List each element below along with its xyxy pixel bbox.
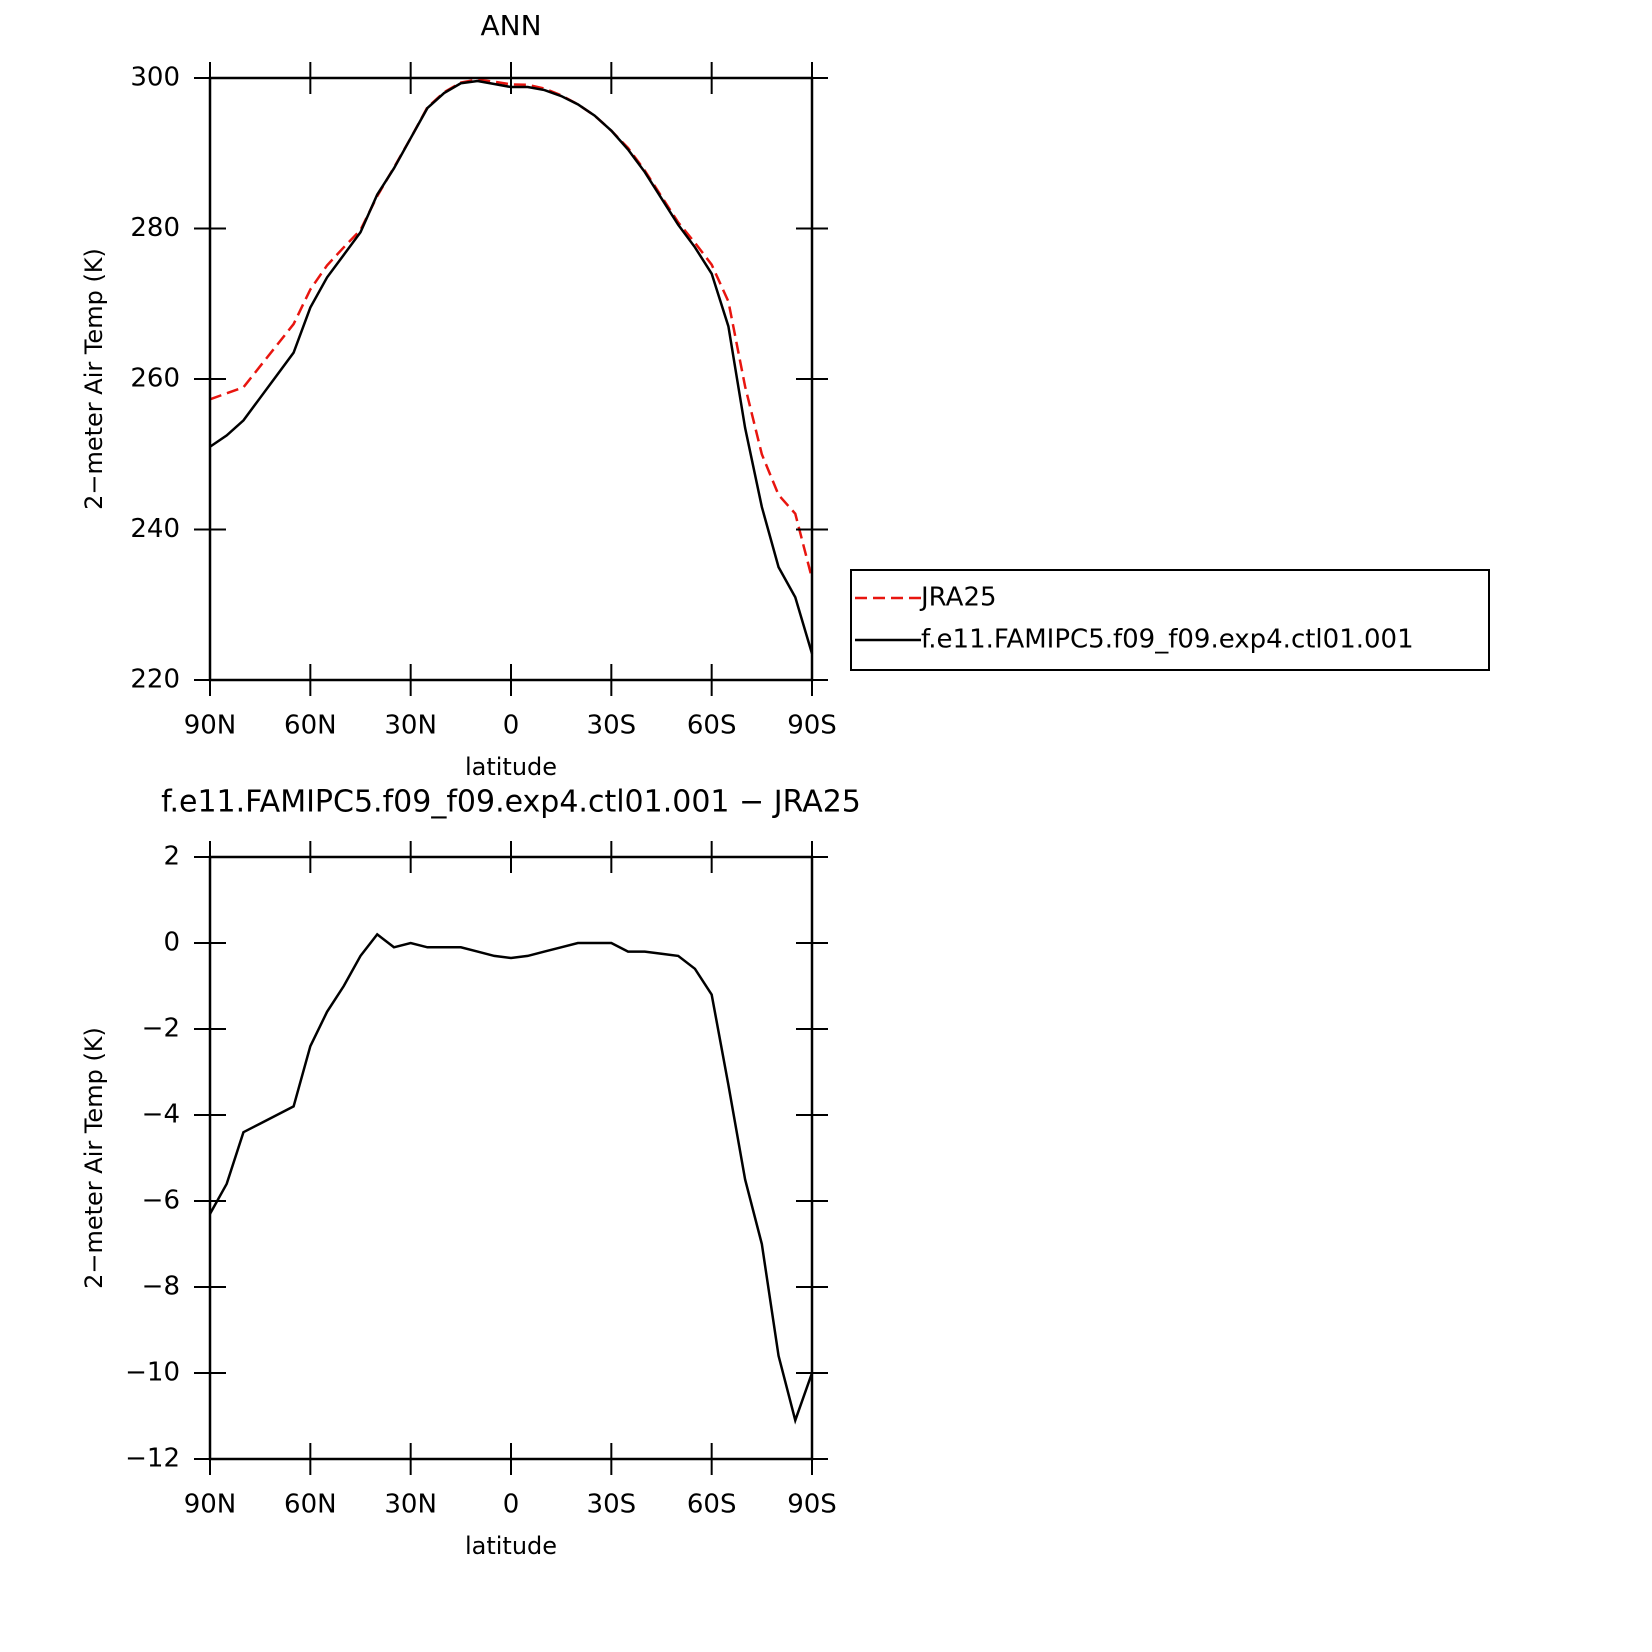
y-tick-label: −2	[142, 1014, 180, 1044]
legend-box	[850, 569, 1490, 671]
y-tick-label: 260	[130, 364, 180, 394]
legend-label: f.e11.FAMIPC5.f09_f09.exp4.ctl01.001	[921, 625, 1414, 655]
x-tick-label: 90N	[184, 711, 237, 741]
y-tick-label: −4	[142, 1100, 180, 1130]
y-tick-label: 280	[130, 213, 180, 243]
plot-frame	[208, 855, 814, 1461]
x-tick-label: 90S	[787, 1490, 837, 1520]
y-axis-label: 2−meter Air Temp (K)	[80, 1027, 108, 1289]
x-tick-label: 90N	[184, 1490, 237, 1520]
chart-title: ANN	[480, 9, 541, 42]
data-line	[208, 932, 814, 1425]
plot-frame	[208, 76, 814, 682]
x-tick-label: 30N	[384, 711, 437, 741]
legend-label: JRA25	[919, 583, 997, 613]
y-tick-label: −6	[142, 1186, 180, 1216]
y-tick-label: 220	[130, 665, 180, 695]
x-tick-label: 0	[503, 1490, 520, 1520]
x-tick-label: 30S	[587, 1490, 637, 1520]
data-line	[209, 78, 814, 579]
x-tick-label: 60S	[687, 711, 737, 741]
y-tick-label: 0	[163, 928, 180, 958]
x-tick-label: 60S	[687, 1490, 737, 1520]
x-tick-label: 0	[503, 711, 520, 741]
y-tick-label: 2	[163, 842, 180, 872]
x-tick-label: 60N	[284, 1490, 337, 1520]
x-axis-label: latitude	[465, 1532, 557, 1560]
chart-title: f.e11.FAMIPC5.f09_f09.exp4.ctl01.001 − J…	[161, 785, 861, 820]
y-tick-label: 300	[130, 63, 180, 93]
y-tick-label: −12	[125, 1444, 180, 1474]
y-tick-label: −10	[125, 1358, 180, 1388]
y-axis-label: 2−meter Air Temp (K)	[80, 248, 108, 510]
x-tick-label: 60N	[284, 711, 337, 741]
x-tick-label: 30S	[587, 711, 637, 741]
y-tick-label: 240	[130, 514, 180, 544]
x-tick-label: 90S	[787, 711, 837, 741]
x-tick-label: 30N	[384, 1490, 437, 1520]
x-axis-label: latitude	[465, 753, 557, 781]
y-tick-label: −8	[142, 1272, 180, 1302]
data-line	[209, 79, 814, 655]
